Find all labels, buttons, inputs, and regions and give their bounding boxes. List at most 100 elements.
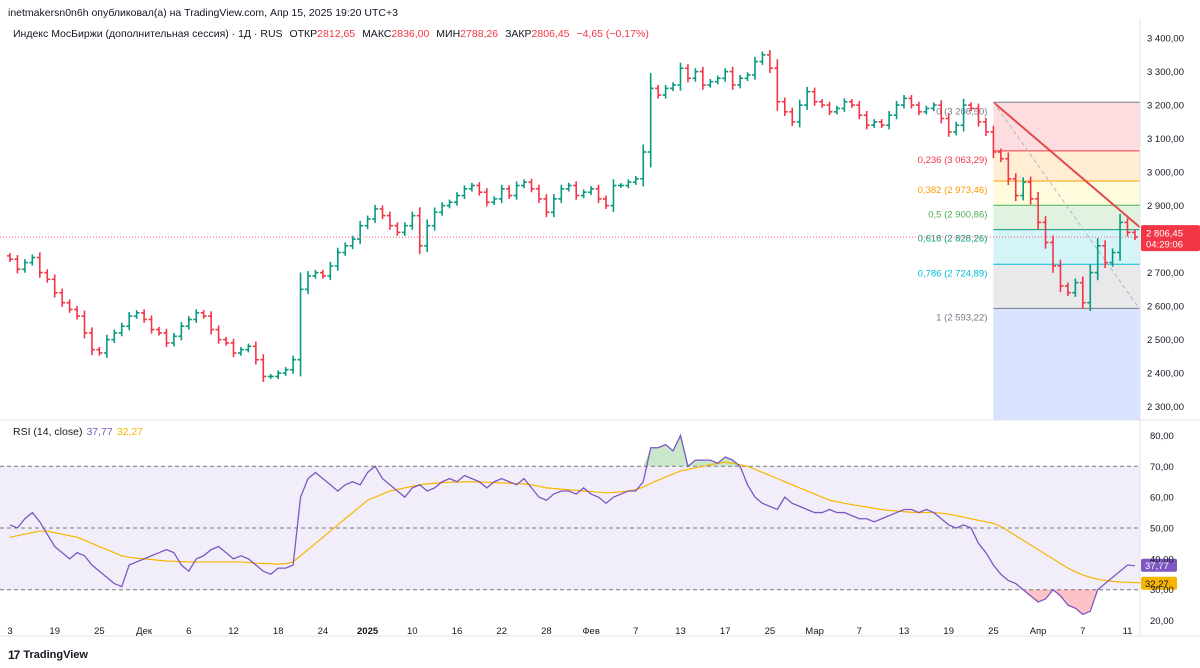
- ohlc-bar: [580, 189, 587, 199]
- ohlc-bar: [51, 274, 58, 298]
- fib-level-label: 0,786 (2 724,89): [918, 268, 988, 279]
- rsi-oversold-fill: [1053, 589, 1098, 615]
- ohlc-bar: [170, 332, 177, 347]
- ohlc-bar: [461, 185, 468, 199]
- ohlc-bar: [901, 94, 907, 109]
- time-tick-label: 28: [541, 626, 552, 637]
- price-tick-label: 2 400,00: [1147, 369, 1184, 380]
- ohlc-bar: [729, 66, 736, 90]
- ohlc-bar: [528, 178, 535, 193]
- ohlc-bar: [74, 306, 81, 320]
- ohlc-bar: [252, 341, 259, 365]
- rsi-ma-badge: [1141, 576, 1177, 590]
- fib-zone: [993, 102, 1140, 151]
- ohlc-bar: [915, 101, 922, 116]
- ohlc-bar: [394, 222, 401, 236]
- ohlc-bar: [454, 192, 460, 206]
- rsi-tick-label: 40,00: [1150, 554, 1174, 565]
- ohlc-bar: [677, 62, 684, 91]
- rsi-overbought-fill: [687, 457, 741, 467]
- ohlc-bar: [424, 219, 431, 253]
- ohlc-bar: [655, 84, 662, 99]
- ohlc-bar: [1012, 173, 1019, 202]
- ohlc-bar: [1057, 259, 1064, 293]
- ohlc-bar: [856, 100, 863, 120]
- ohlc-bar: [21, 259, 28, 273]
- ohlc-bar: [945, 113, 952, 137]
- ohlc-bar: [193, 309, 200, 323]
- ohlc-bar: [275, 370, 282, 380]
- ohlc-bar: [7, 253, 13, 262]
- ohlc-bar: [245, 343, 252, 353]
- ohlc-bar: [871, 119, 878, 128]
- rsi-value-badge: [1141, 558, 1177, 572]
- ohlc-bar: [163, 328, 170, 348]
- ohlc-bar: [982, 117, 989, 137]
- ohlc-bar: [535, 184, 542, 204]
- rsi-legend-value: 37,77: [86, 426, 113, 438]
- tradingview-brand[interactable]: 17 TradingView: [8, 648, 88, 662]
- rsi-label[interactable]: RSI (14, close): [13, 426, 83, 438]
- ohlc-bar: [133, 310, 140, 319]
- symbol-name[interactable]: Индекс МосБиржи (дополнительная сессия) …: [13, 28, 283, 40]
- ohlc-bar: [223, 336, 230, 346]
- ohlc-bar: [804, 86, 811, 110]
- ohlc-bar: [386, 211, 393, 230]
- time-tick-label: 25: [988, 626, 999, 637]
- fib-level-label: 0,236 (3 063,29): [918, 155, 988, 166]
- fib-level-label: 0,618 (2 828,26): [918, 234, 988, 245]
- ohlc-bar: [752, 56, 758, 80]
- ohlc-bar: [141, 309, 148, 323]
- ohlc-bar: [707, 78, 714, 88]
- time-tick-label: 19: [943, 626, 954, 637]
- ohlc-bar: [588, 186, 595, 195]
- ohlc-bar: [200, 310, 207, 319]
- publish-header: inetmakersn0n6h опубликовал(а) на Tradin…: [8, 7, 398, 19]
- ohlc-bar: [811, 87, 818, 106]
- ohlc-bar: [290, 355, 297, 374]
- ohlc-bar: [409, 211, 416, 230]
- ohlc-bar: [431, 207, 438, 231]
- price-tick-label: 3 300,00: [1147, 67, 1184, 78]
- rsi-tick-label: 50,00: [1150, 524, 1174, 535]
- ohlc-bar: [379, 205, 386, 220]
- ohlc-bar: [1124, 218, 1131, 237]
- ohlc-bar: [126, 312, 133, 331]
- price-tick-label: 2 700,00: [1147, 268, 1184, 279]
- time-tick-label: 25: [765, 626, 776, 637]
- ohlc-bar: [848, 99, 855, 108]
- time-tick-label: 18: [273, 626, 284, 637]
- ohlc-bar: [118, 322, 125, 337]
- ohlc-bar: [744, 72, 751, 82]
- ohlc-bar: [781, 97, 788, 116]
- ohlc-bar: [260, 354, 267, 382]
- high-value: 2836,00: [391, 28, 430, 40]
- change-value: −4,65 (−0,17%): [576, 28, 649, 40]
- price-tick-label: 3 400,00: [1147, 34, 1184, 45]
- ohlc-bar: [684, 64, 691, 83]
- fib-level-label: 1 (2 593,22): [936, 312, 987, 323]
- ohlc-bar: [349, 235, 356, 250]
- ohlc-bar: [573, 181, 580, 200]
- ohlc-bar: [968, 102, 975, 112]
- rsi-tick-label: 30,00: [1150, 585, 1174, 596]
- rsi-pane: 37,77 32,27: [0, 433, 1177, 616]
- ohlc-bar: [603, 195, 609, 210]
- low-label: МИН: [436, 28, 461, 40]
- fibonacci-retracement[interactable]: 0 (3 208,50) 0,236 (3 063,29) 0,382 (2 973…: [918, 101, 1141, 420]
- ohlc-bar: [960, 98, 967, 132]
- ohlc-bar: [759, 51, 766, 65]
- ohlc-bar: [364, 215, 371, 230]
- ohlc-bar: [156, 326, 162, 336]
- ohlc-bar: [81, 310, 88, 339]
- time-tick-label: 13: [899, 626, 910, 637]
- ohlc-bar: [1109, 248, 1116, 267]
- fib-level-label: 0,382 (2 973,46): [918, 185, 988, 196]
- ohlc-bar: [1020, 177, 1027, 201]
- ohlc-bar: [319, 269, 326, 279]
- price-tick-label: 2 600,00: [1147, 302, 1184, 313]
- last-price-badge-countdown: 04:29:06: [1146, 240, 1183, 251]
- ohlc-bar: [1050, 235, 1056, 273]
- ohlc-bar: [774, 59, 781, 111]
